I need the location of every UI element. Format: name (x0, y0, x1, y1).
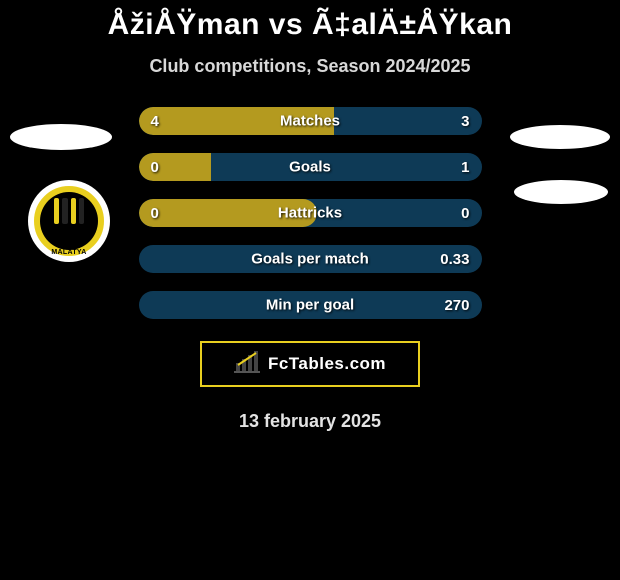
stat-left-value: 0 (151, 205, 185, 222)
stat-row-matches: 4 Matches 3 (139, 107, 482, 135)
stat-label: Min per goal (266, 297, 354, 314)
stat-right-value: 270 (436, 297, 470, 314)
stat-right-value: 0.33 (436, 251, 470, 268)
stat-left-value: 4 (151, 113, 185, 130)
fctables-label: FcTables.com (268, 354, 386, 374)
page-title: ÅžiÅŸman vs Ã‡alÄ±ÅŸkan (0, 0, 620, 42)
stat-label: Goals per match (251, 251, 369, 268)
stat-right-value: 1 (436, 159, 470, 176)
stat-left-value: 0 (151, 159, 185, 176)
stat-label: Goals (289, 159, 331, 176)
stat-label: Hattricks (278, 205, 342, 222)
stat-row-gpm: Goals per match 0.33 (139, 245, 482, 273)
date-text: 13 february 2025 (0, 411, 620, 432)
stat-right-value: 3 (436, 113, 470, 130)
stat-right-value: 0 (436, 205, 470, 222)
stat-label: Matches (280, 113, 340, 130)
subtitle: Club competitions, Season 2024/2025 (0, 56, 620, 77)
widget-root: ÅžiÅŸman vs Ã‡alÄ±ÅŸkan Club competition… (0, 0, 620, 580)
stat-row-goals: 0 Goals 1 (139, 153, 482, 181)
stat-row-hattricks: 0 Hattricks 0 (139, 199, 482, 227)
stat-row-mpg: Min per goal 270 (139, 291, 482, 319)
fctables-link[interactable]: FcTables.com (200, 341, 420, 387)
bar-chart-icon (234, 351, 260, 378)
stats-list: 4 Matches 3 0 Goals 1 0 Hattricks 0 Goal… (0, 107, 620, 319)
